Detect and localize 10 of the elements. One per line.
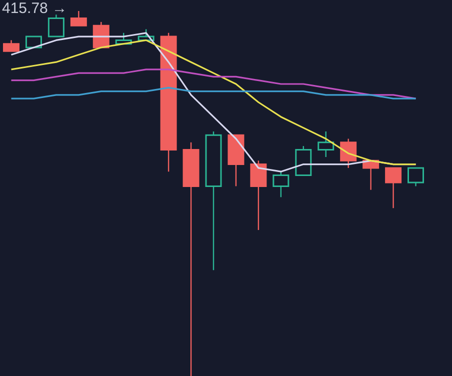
candlestick <box>2 40 20 52</box>
candlestick <box>70 10 87 26</box>
annotation: 415.78 → <box>2 0 68 17</box>
candlestick <box>318 130 334 158</box>
candlestick <box>48 14 64 38</box>
candlestick <box>408 167 424 187</box>
candlestick <box>340 138 357 169</box>
candlestick <box>385 167 402 209</box>
candlestick <box>250 160 267 231</box>
candlestick <box>272 171 290 198</box>
